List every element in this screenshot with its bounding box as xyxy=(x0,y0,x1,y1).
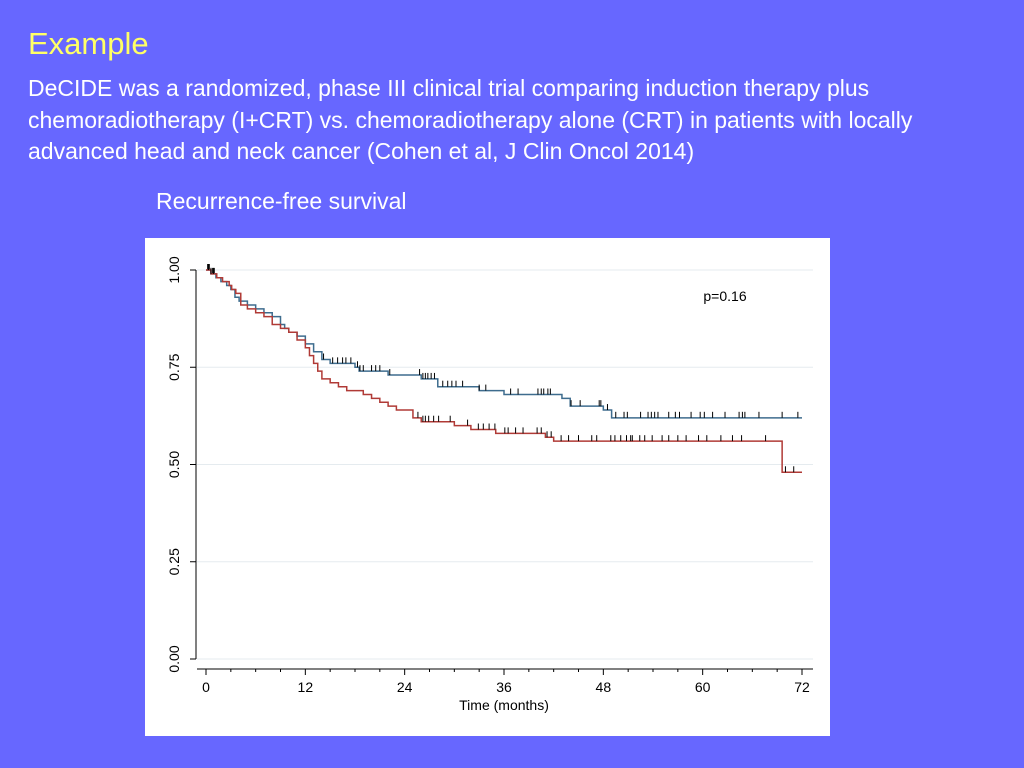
x-tick-label: 72 xyxy=(794,679,810,695)
survival-series-2 xyxy=(206,264,802,474)
y-tick-label: 0.25 xyxy=(166,548,182,575)
survival-curves xyxy=(206,264,802,474)
x-tick-label: 48 xyxy=(596,679,612,695)
x-tick-label: 0 xyxy=(202,679,210,695)
y-tick-label: 0.75 xyxy=(166,353,182,380)
x-tick-label: 12 xyxy=(298,679,314,695)
axis-ticks: 0.00 0.25 0.50 0.75 1.00 0 12 24 36 48 60 72 xyxy=(166,256,810,695)
survival-curve-line xyxy=(206,269,802,474)
gridlines xyxy=(197,269,813,660)
x-tick-label: 36 xyxy=(496,679,512,695)
x-axis-title: Time (months) xyxy=(459,697,549,713)
x-tick-label: 60 xyxy=(695,679,711,695)
survival-chart: 0.00 0.25 0.50 0.75 1.00 0 12 24 36 48 60 72 Time (… xyxy=(156,254,813,713)
y-tick-label: 0.00 xyxy=(166,645,182,672)
slide-title: Example xyxy=(28,26,149,61)
x-tick-label: 24 xyxy=(397,679,413,695)
y-tick-label: 0.50 xyxy=(166,451,182,478)
survival-chart-figure: 0.00 0.25 0.50 0.75 1.00 0 12 24 36 48 60 72 Time (… xyxy=(145,238,830,736)
plot-area xyxy=(156,254,813,680)
p-value-annotation: p=0.16 xyxy=(703,288,746,304)
slide-description: DeCIDE was a randomized, phase III clini… xyxy=(28,75,913,164)
chart-caption: Recurrence-free survival xyxy=(156,188,407,214)
y-tick-label: 1.00 xyxy=(166,256,182,283)
